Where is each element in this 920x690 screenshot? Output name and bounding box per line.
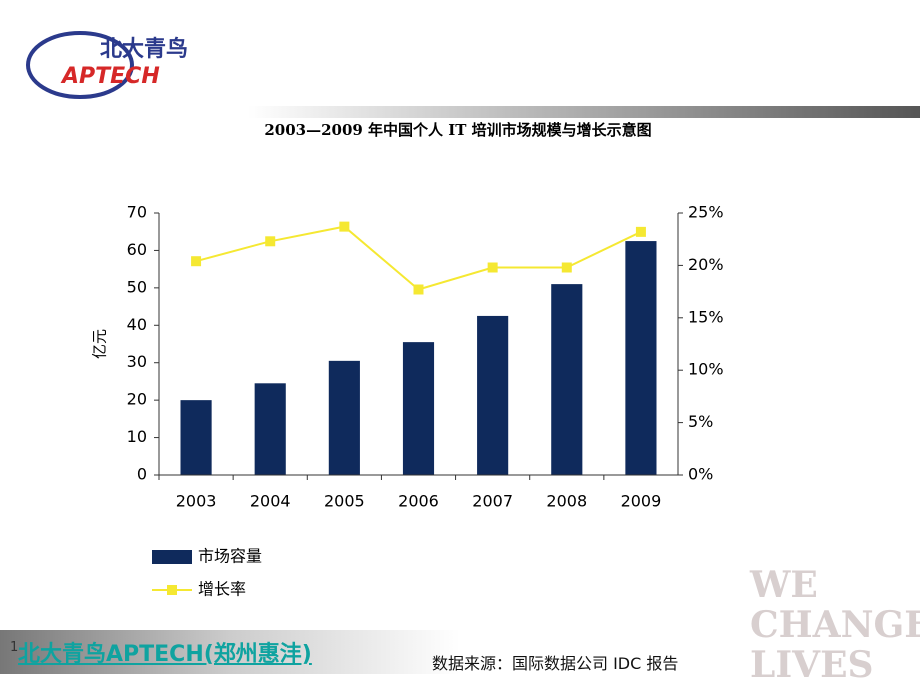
watermark-line: CHANGE bbox=[750, 604, 920, 646]
bar bbox=[254, 383, 286, 475]
bar bbox=[477, 315, 509, 475]
x-tick-label: 2005 bbox=[324, 492, 365, 511]
y-axis-label: 亿元 bbox=[91, 329, 109, 359]
x-tick-label: 2003 bbox=[176, 492, 217, 511]
bar bbox=[402, 342, 435, 475]
x-tick-label: 2006 bbox=[398, 492, 439, 511]
footer: 北大青鸟APTECH(郑州惠沣) bbox=[18, 642, 312, 667]
header-strip bbox=[248, 106, 920, 118]
y-tick-label: 30 bbox=[127, 352, 147, 371]
bar bbox=[551, 284, 583, 475]
watermark: WE CHANGE LIVES bbox=[750, 565, 920, 685]
y-tick-label: 60 bbox=[127, 240, 147, 259]
legend-label: 市场容量 bbox=[198, 547, 262, 566]
chart-title: 2003—2009 年中国个人 IT 培训市场规模与增长示意图 bbox=[264, 121, 651, 139]
y-tick-label: 50 bbox=[127, 277, 147, 296]
y2-tick-label: 5% bbox=[688, 412, 713, 431]
page-number: 1 bbox=[10, 640, 19, 655]
source-note: 数据来源：国际数据公司 IDC 报告 bbox=[432, 654, 679, 673]
line-marker bbox=[265, 236, 276, 247]
logo-ring bbox=[26, 31, 134, 99]
line-marker bbox=[191, 256, 202, 267]
bar bbox=[625, 241, 657, 475]
legend-label: 增长率 bbox=[198, 580, 246, 599]
x-tick-label: 2004 bbox=[250, 492, 291, 511]
logo-brand: APTECH bbox=[60, 64, 160, 89]
line-marker bbox=[635, 226, 646, 237]
y2-tick-label: 0% bbox=[688, 465, 713, 484]
line-marker bbox=[487, 262, 498, 273]
bar bbox=[328, 360, 360, 475]
y2-tick-label: 10% bbox=[688, 360, 724, 379]
y-tick-label: 0 bbox=[137, 465, 147, 484]
y2-tick-label: 20% bbox=[688, 255, 724, 274]
y-tick-label: 20 bbox=[127, 390, 147, 409]
y2-tick-label: 15% bbox=[688, 307, 724, 326]
bar bbox=[180, 400, 212, 475]
logo-name: 北大青鸟 bbox=[100, 36, 188, 62]
line-marker bbox=[413, 284, 424, 295]
x-tick-label: 2007 bbox=[472, 492, 513, 511]
watermark-line: WE bbox=[750, 564, 818, 606]
y2-tick-label: 25% bbox=[688, 203, 724, 222]
y-tick-label: 70 bbox=[127, 203, 147, 222]
line-marker bbox=[339, 221, 350, 232]
legend-swatch bbox=[167, 585, 177, 595]
footer-bar bbox=[0, 630, 460, 674]
y-tick-label: 10 bbox=[127, 427, 147, 446]
legend-swatch bbox=[152, 550, 192, 564]
watermark-line: LIVES bbox=[750, 644, 874, 686]
x-tick-label: 2009 bbox=[621, 492, 662, 511]
x-tick-label: 2008 bbox=[546, 492, 587, 511]
line bbox=[195, 225, 642, 291]
y-tick-label: 40 bbox=[127, 315, 147, 334]
line-marker bbox=[561, 262, 572, 273]
